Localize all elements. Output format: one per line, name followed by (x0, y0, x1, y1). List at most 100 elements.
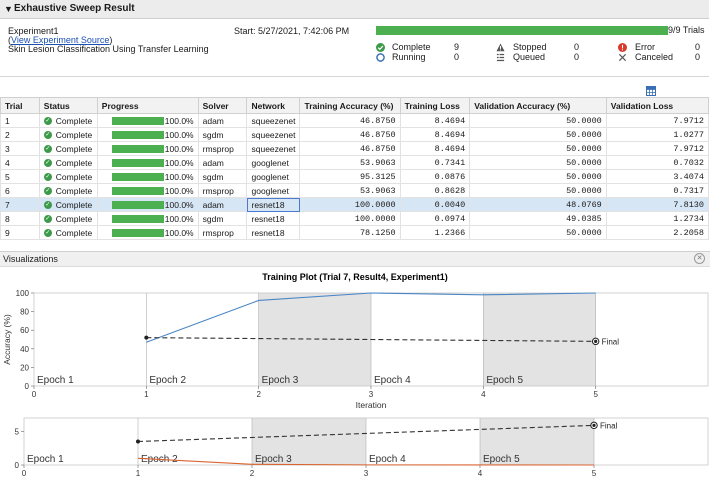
cell-network[interactable]: googlenet (246, 183, 301, 198)
cell-progress[interactable]: 100.0% (96, 183, 199, 198)
cell-train-loss[interactable]: 0.0974 (399, 211, 471, 226)
cell-status[interactable]: ✓ Complete (38, 155, 98, 170)
cell-trial[interactable]: 7 (0, 197, 40, 212)
cell-trial[interactable]: 2 (0, 127, 40, 142)
cell-solver[interactable]: rmsprop (197, 141, 248, 156)
cell-val-acc[interactable]: 48.0769 (469, 197, 607, 212)
cell-progress[interactable]: 100.0% (96, 225, 199, 240)
cell-network[interactable]: resnet18 (246, 211, 301, 226)
cell-status[interactable]: ✓ Complete (38, 141, 98, 156)
cell-network[interactable]: resnet18 (246, 197, 301, 212)
col-header-training-accuracy[interactable]: Training Accuracy (%) (299, 97, 401, 114)
close-icon[interactable]: ✕ (694, 253, 705, 264)
table-row[interactable]: 7 ✓ Complete 100.0% adam resnet18 100.0000 0.00… (0, 197, 710, 212)
cell-val-loss[interactable]: 7.9712 (605, 141, 710, 156)
cell-train-loss[interactable]: 0.8628 (399, 183, 471, 198)
cell-val-acc[interactable]: 50.0000 (469, 225, 607, 240)
cell-trial[interactable]: 3 (0, 141, 40, 156)
col-header-progress[interactable]: Progress (96, 97, 199, 114)
cell-val-acc[interactable]: 50.0000 (469, 113, 607, 128)
table-columns-icon[interactable] (646, 86, 656, 96)
cell-solver[interactable]: sgdm (197, 169, 248, 184)
cell-val-loss[interactable]: 1.2734 (605, 211, 710, 226)
cell-progress[interactable]: 100.0% (96, 127, 199, 142)
cell-network[interactable]: googlenet (246, 155, 301, 170)
cell-network[interactable]: googlenet (246, 169, 301, 184)
cell-train-acc[interactable]: 46.8750 (299, 113, 401, 128)
col-header-validation-accuracy[interactable]: Validation Accuracy (%) (469, 97, 607, 114)
cell-train-acc[interactable]: 46.8750 (299, 141, 401, 156)
cell-progress[interactable]: 100.0% (96, 155, 199, 170)
cell-progress[interactable]: 100.0% (96, 113, 199, 128)
table-row[interactable]: 1 ✓ Complete 100.0% adam squeezenet 46.8750 8.4… (0, 113, 710, 128)
cell-val-acc[interactable]: 50.0000 (469, 141, 607, 156)
view-source-link[interactable]: View Experiment Source (11, 35, 110, 45)
cell-progress[interactable]: 100.0% (96, 211, 199, 226)
cell-val-loss[interactable]: 7.8130 (605, 197, 710, 212)
cell-val-loss[interactable]: 7.9712 (605, 113, 710, 128)
cell-trial[interactable]: 8 (0, 211, 40, 226)
cell-train-acc[interactable]: 100.0000 (299, 211, 401, 226)
cell-train-acc[interactable]: 100.0000 (299, 197, 401, 212)
cell-trial[interactable]: 6 (0, 183, 40, 198)
table-row[interactable]: 6 ✓ Complete 100.0% rmsprop googlenet 53.9063 0… (0, 183, 710, 198)
cell-train-loss[interactable]: 0.0876 (399, 169, 471, 184)
cell-val-loss[interactable]: 1.0277 (605, 127, 710, 142)
cell-status[interactable]: ✓ Complete (38, 113, 98, 128)
collapse-triangle-icon[interactable]: ▼ (4, 4, 13, 14)
cell-val-acc[interactable]: 50.0000 (469, 183, 607, 198)
cell-trial[interactable]: 1 (0, 113, 40, 128)
cell-trial[interactable]: 5 (0, 169, 40, 184)
cell-train-acc[interactable]: 46.8750 (299, 127, 401, 142)
cell-train-acc[interactable]: 53.9063 (299, 183, 401, 198)
cell-solver[interactable]: adam (197, 197, 248, 212)
cell-train-loss[interactable]: 8.4694 (399, 127, 471, 142)
cell-val-acc[interactable]: 49.0385 (469, 211, 607, 226)
cell-solver[interactable]: rmsprop (197, 225, 248, 240)
cell-trial[interactable]: 9 (0, 225, 40, 240)
table-row[interactable]: 8 ✓ Complete 100.0% sgdm resnet18 100.0000 0.09… (0, 211, 710, 226)
cell-val-loss[interactable]: 3.4074 (605, 169, 710, 184)
cell-solver[interactable]: adam (197, 113, 248, 128)
cell-network[interactable]: squeezenet (246, 141, 301, 156)
cell-status[interactable]: ✓ Complete (38, 211, 98, 226)
cell-train-loss[interactable]: 0.7341 (399, 155, 471, 170)
cell-val-acc[interactable]: 50.0000 (469, 155, 607, 170)
cell-val-loss[interactable]: 0.7317 (605, 183, 710, 198)
cell-train-acc[interactable]: 95.3125 (299, 169, 401, 184)
col-header-network[interactable]: Network (246, 97, 301, 114)
cell-val-loss[interactable]: 0.7032 (605, 155, 710, 170)
col-header-training-loss[interactable]: Training Loss (399, 97, 471, 114)
col-header-trial[interactable]: Trial (0, 97, 40, 114)
result-header[interactable]: ▼ Exhaustive Sweep Result (0, 0, 709, 19)
cell-train-loss[interactable]: 8.4694 (399, 141, 471, 156)
cell-network[interactable]: squeezenet (246, 127, 301, 142)
cell-val-acc[interactable]: 50.0000 (469, 169, 607, 184)
cell-train-acc[interactable]: 53.9063 (299, 155, 401, 170)
cell-val-acc[interactable]: 50.0000 (469, 127, 607, 142)
cell-progress[interactable]: 100.0% (96, 169, 199, 184)
cell-train-loss[interactable]: 8.4694 (399, 113, 471, 128)
cell-status[interactable]: ✓ Complete (38, 183, 98, 198)
table-row[interactable]: 4 ✓ Complete 100.0% adam googlenet 53.9063 0.73… (0, 155, 710, 170)
col-header-status[interactable]: Status (38, 97, 98, 114)
cell-train-acc[interactable]: 78.1250 (299, 225, 401, 240)
cell-status[interactable]: ✓ Complete (38, 197, 98, 212)
cell-status[interactable]: ✓ Complete (38, 127, 98, 142)
cell-network[interactable]: squeezenet (246, 113, 301, 128)
cell-solver[interactable]: adam (197, 155, 248, 170)
cell-val-loss[interactable]: 2.2058 (605, 225, 710, 240)
cell-trial[interactable]: 4 (0, 155, 40, 170)
cell-solver[interactable]: sgdm (197, 211, 248, 226)
table-row[interactable]: 9 ✓ Complete 100.0% rmsprop resnet18 78.1250 1.… (0, 225, 710, 240)
table-row[interactable]: 5 ✓ Complete 100.0% sgdm googlenet 95.3125 0.08… (0, 169, 710, 184)
table-row[interactable]: 3 ✓ Complete 100.0% rmsprop squeezenet 46.8750… (0, 141, 710, 156)
cell-progress[interactable]: 100.0% (96, 141, 199, 156)
cell-solver[interactable]: sgdm (197, 127, 248, 142)
col-header-validation-loss[interactable]: Validation Loss (605, 97, 710, 114)
cell-status[interactable]: ✓ Complete (38, 169, 98, 184)
table-row[interactable]: 2 ✓ Complete 100.0% sgdm squeezenet 46.8750 8.4… (0, 127, 710, 142)
cell-progress[interactable]: 100.0% (96, 197, 199, 212)
cell-network[interactable]: resnet18 (246, 225, 301, 240)
cell-train-loss[interactable]: 1.2366 (399, 225, 471, 240)
